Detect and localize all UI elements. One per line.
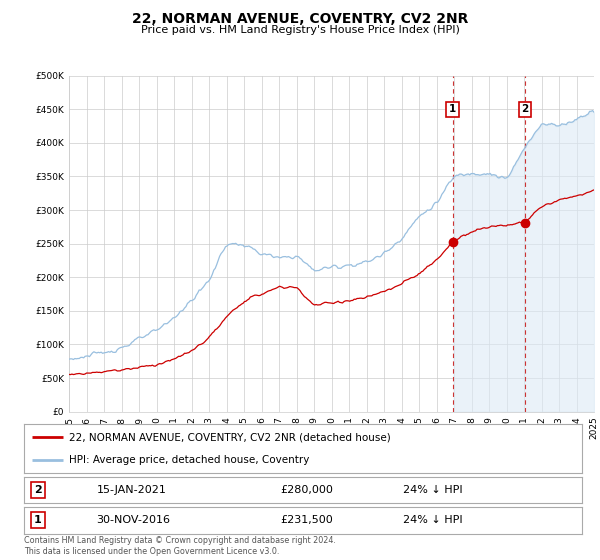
Text: 15-JAN-2021: 15-JAN-2021 [97,485,166,495]
Text: 24% ↓ HPI: 24% ↓ HPI [403,515,463,525]
Text: 24% ↓ HPI: 24% ↓ HPI [403,485,463,495]
Text: 1: 1 [449,104,456,114]
Text: £231,500: £231,500 [281,515,334,525]
Text: 2: 2 [34,485,42,495]
Text: 22, NORMAN AVENUE, COVENTRY, CV2 2NR (detached house): 22, NORMAN AVENUE, COVENTRY, CV2 2NR (de… [68,432,391,442]
Text: 2: 2 [521,104,529,114]
Text: £280,000: £280,000 [281,485,334,495]
Text: Contains HM Land Registry data © Crown copyright and database right 2024.
This d: Contains HM Land Registry data © Crown c… [24,536,336,556]
Text: 22, NORMAN AVENUE, COVENTRY, CV2 2NR: 22, NORMAN AVENUE, COVENTRY, CV2 2NR [132,12,468,26]
Text: 1: 1 [34,515,42,525]
Text: HPI: Average price, detached house, Coventry: HPI: Average price, detached house, Cove… [68,455,309,465]
Text: 30-NOV-2016: 30-NOV-2016 [97,515,170,525]
Text: Price paid vs. HM Land Registry's House Price Index (HPI): Price paid vs. HM Land Registry's House … [140,25,460,35]
